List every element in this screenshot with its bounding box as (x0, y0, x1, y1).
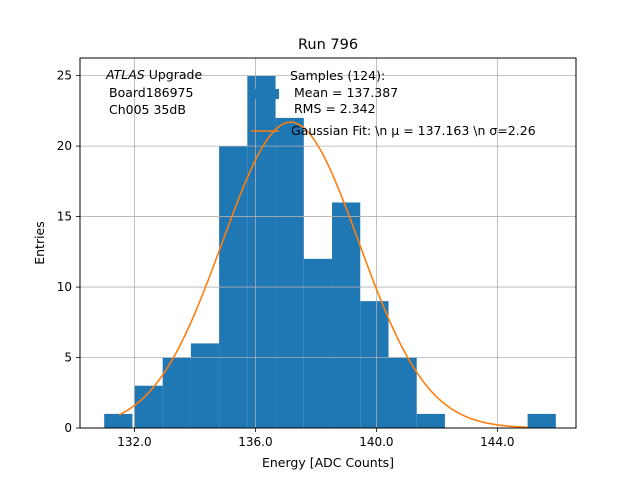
legend-samples-line-1: Samples (124): (290, 68, 385, 83)
histogram-bar-3 (162, 357, 191, 428)
x-tick-label-3: 144.0 (480, 435, 514, 449)
atlas-annotation: ATLAS Upgrade Board186975 Ch005 35dB (105, 67, 202, 117)
histogram-bar-13 (527, 413, 556, 428)
histogram-bar-12 (416, 413, 445, 428)
histogram-bar-11 (388, 357, 417, 428)
histogram-bar-4 (190, 343, 220, 428)
histogram-bar-9 (332, 202, 361, 428)
y-tick-label-5: 25 (57, 69, 72, 83)
histogram-bar-0 (104, 413, 133, 428)
y-axis-ticks: 0 5 10 15 20 25 (57, 69, 80, 435)
y-tick-label-4: 20 (57, 139, 72, 153)
gaussian-fit-curve (118, 121, 528, 429)
plot-frame (79, 57, 577, 429)
y-tick-label-2: 10 (57, 280, 72, 294)
annotation-atlas: ATLAS (105, 67, 145, 82)
annotation-channel: Ch005 35dB (109, 102, 186, 117)
y-tick-label-3: 15 (57, 210, 72, 224)
x-tick-label-1: 136.0 (238, 435, 272, 449)
grid-lines (80, 58, 576, 429)
histogram-bar-10 (360, 301, 389, 428)
histogram-bar-7 (275, 117, 304, 429)
x-tick-label-2: 140.0 (359, 435, 393, 449)
legend: Samples (124): Mean = 137.387 RMS = 2.34… (251, 68, 536, 138)
legend-samples-line-2: Mean = 137.387 (290, 85, 398, 100)
annotation-line-1: ATLAS Upgrade (105, 67, 202, 82)
legend-fit-label: Gaussian Fit: \n μ = 137.163 \n σ=2.26 (291, 123, 536, 138)
annotation-upgrade: Upgrade (145, 67, 203, 82)
chart-title: Run 796 (298, 37, 358, 53)
y-tick-label-1: 5 (64, 351, 72, 365)
y-tick-label-0: 0 (64, 421, 72, 435)
annotation-board: Board186975 (109, 85, 193, 100)
legend-samples-swatch (251, 89, 279, 99)
y-axis-label: Entries (32, 221, 47, 265)
histogram-bar-8 (303, 258, 333, 428)
x-axis-label: Energy [ADC Counts] (262, 455, 394, 470)
histogram-bar-6 (247, 75, 276, 428)
legend-samples-line-3: RMS = 2.342 (290, 101, 376, 116)
gaussian-fit-line (118, 121, 528, 429)
x-axis-ticks: 132.0 136.0 140.0 144.0 (117, 428, 515, 449)
x-tick-label-0: 132.0 (117, 435, 151, 449)
